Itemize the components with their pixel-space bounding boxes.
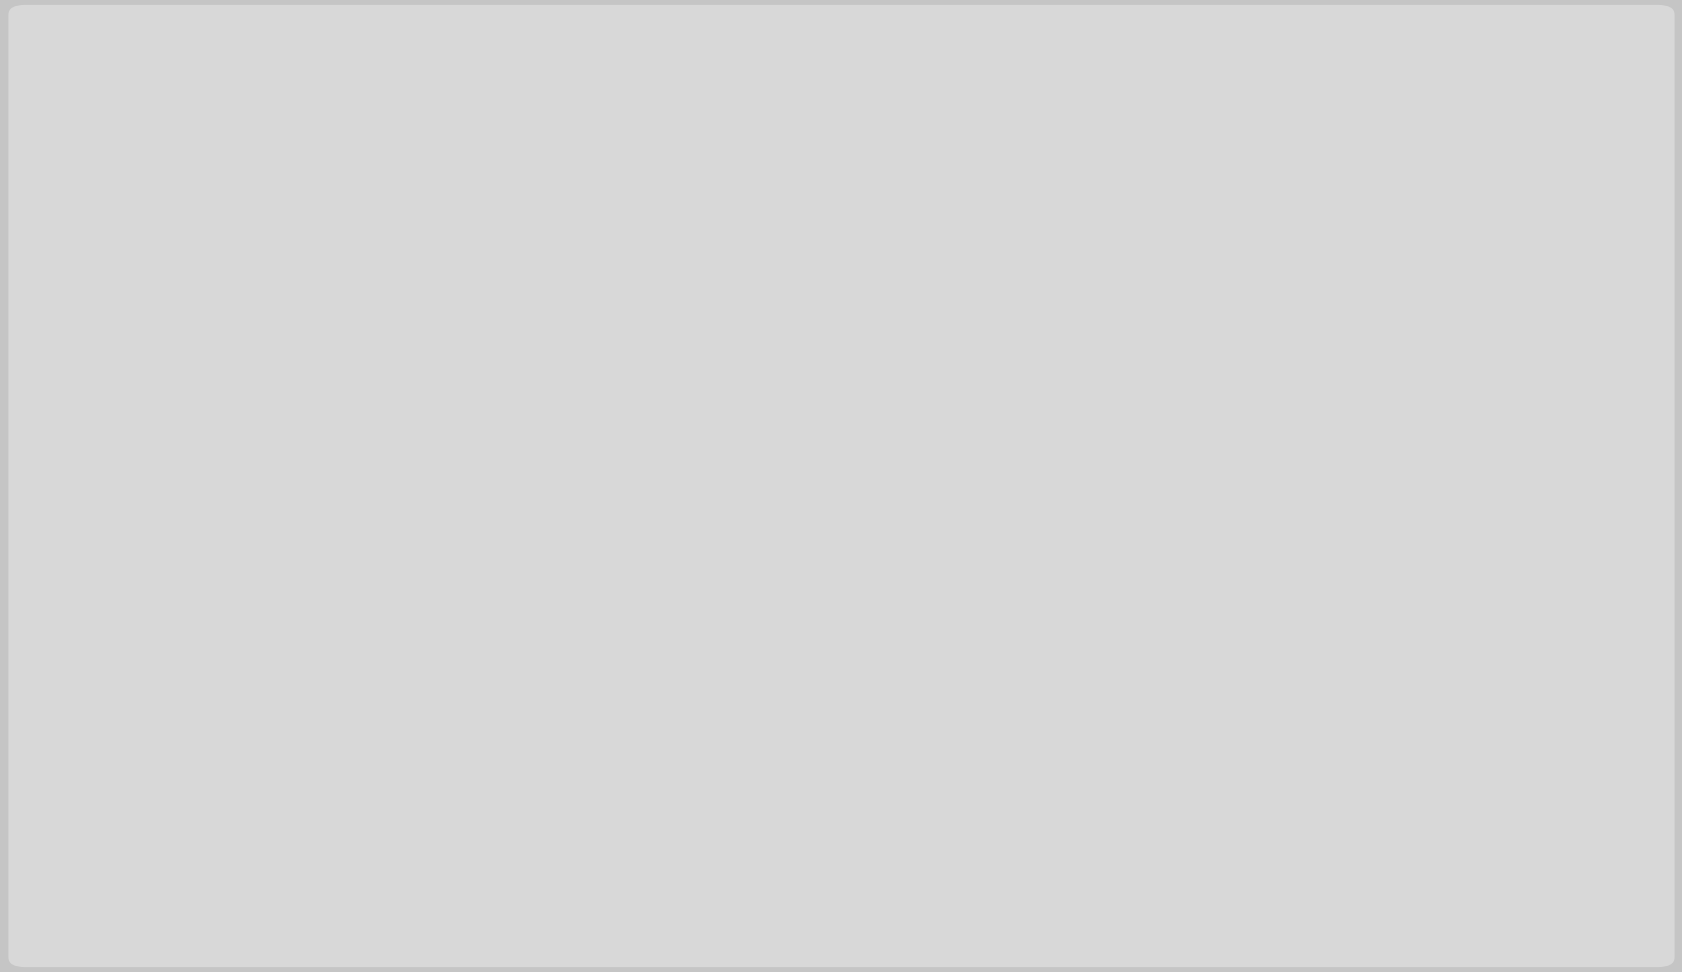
Text: b.   $\dfrac{d^2y}{dx^2}$ =: b. $\dfrac{d^2y}{dx^2}$ =	[202, 560, 394, 655]
Text: Use implicit differentiation to find $\dfrac{dy}{dx}$ and $\dfrac{d^2y}{dx^2}$ f: Use implicit differentiation to find $\d…	[67, 83, 1219, 170]
Text: ✎: ✎	[969, 399, 999, 433]
FancyBboxPatch shape	[446, 369, 1085, 481]
FancyBboxPatch shape	[50, 734, 420, 826]
Text: ▾: ▾	[1018, 615, 1024, 634]
Text: Submit answer: Submit answer	[108, 766, 363, 794]
Text: $6 \sin x + 6 \cos y = 3.$: $6 \sin x + 6 \cos y = 3.$	[622, 253, 957, 292]
FancyBboxPatch shape	[446, 554, 1085, 666]
Polygon shape	[1245, 384, 1287, 460]
Text: a.   $\dfrac{dy}{dx}$ =: a. $\dfrac{dy}{dx}$ =	[202, 381, 370, 465]
Text: ▾: ▾	[1018, 431, 1024, 449]
Text: ✎: ✎	[969, 583, 999, 617]
